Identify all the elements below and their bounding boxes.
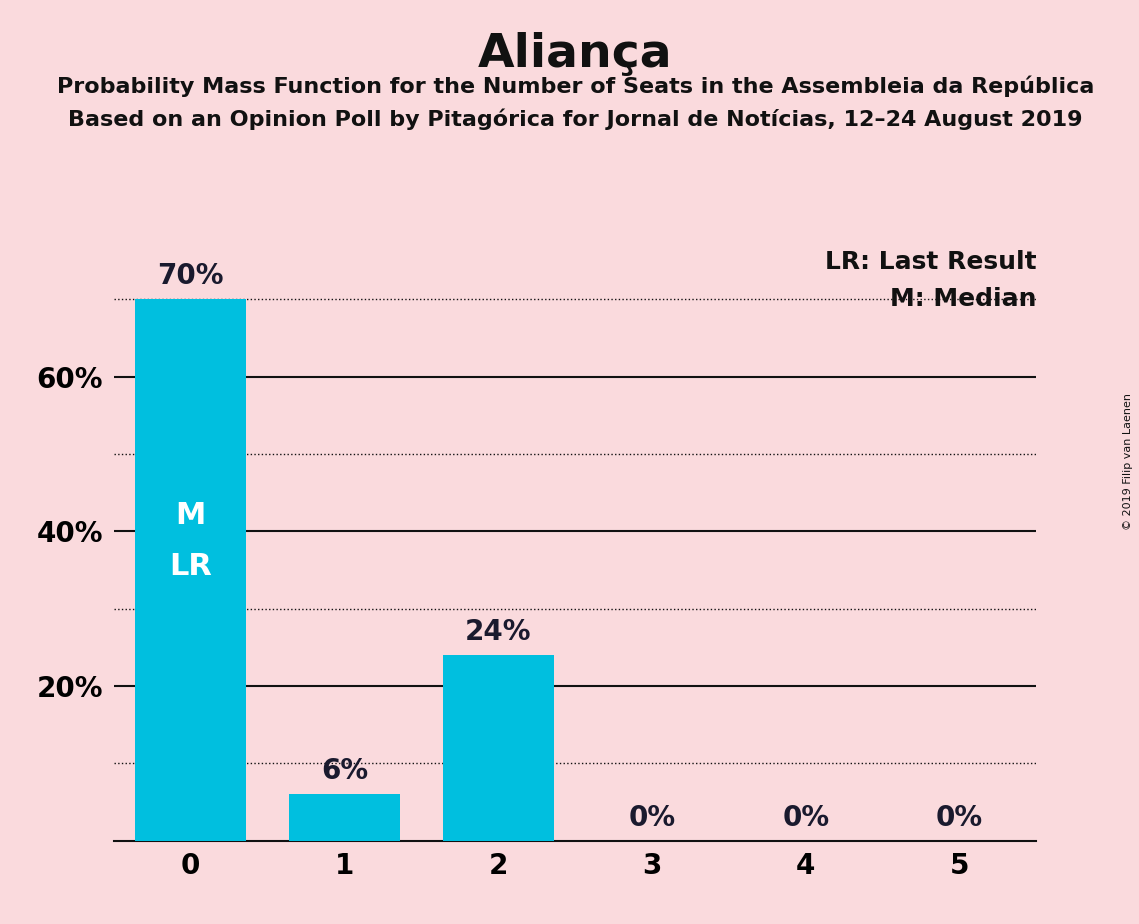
Text: 70%: 70% [157, 261, 224, 290]
Bar [289, 795, 400, 841]
Text: LR: LR [170, 552, 212, 580]
Text: 0%: 0% [936, 804, 983, 832]
Text: Based on an Opinion Poll by Pitagórica for Jornal de Notícias, 12–24 August 2019: Based on an Opinion Poll by Pitagórica f… [68, 108, 1082, 129]
Text: M: Median: M: Median [890, 287, 1036, 311]
Text: © 2019 Filip van Laenen: © 2019 Filip van Laenen [1123, 394, 1133, 530]
Text: M: M [175, 502, 206, 530]
Bar [443, 655, 554, 841]
Text: LR: Last Result: LR: Last Result [825, 250, 1036, 274]
Bar [136, 299, 246, 841]
Text: 6%: 6% [321, 757, 368, 785]
Text: 24%: 24% [465, 618, 532, 646]
Text: Probability Mass Function for the Number of Seats in the Assembleia da República: Probability Mass Function for the Number… [57, 76, 1093, 97]
Text: Aliança: Aliança [478, 32, 672, 78]
Text: 0%: 0% [782, 804, 829, 832]
Text: 0%: 0% [629, 804, 675, 832]
